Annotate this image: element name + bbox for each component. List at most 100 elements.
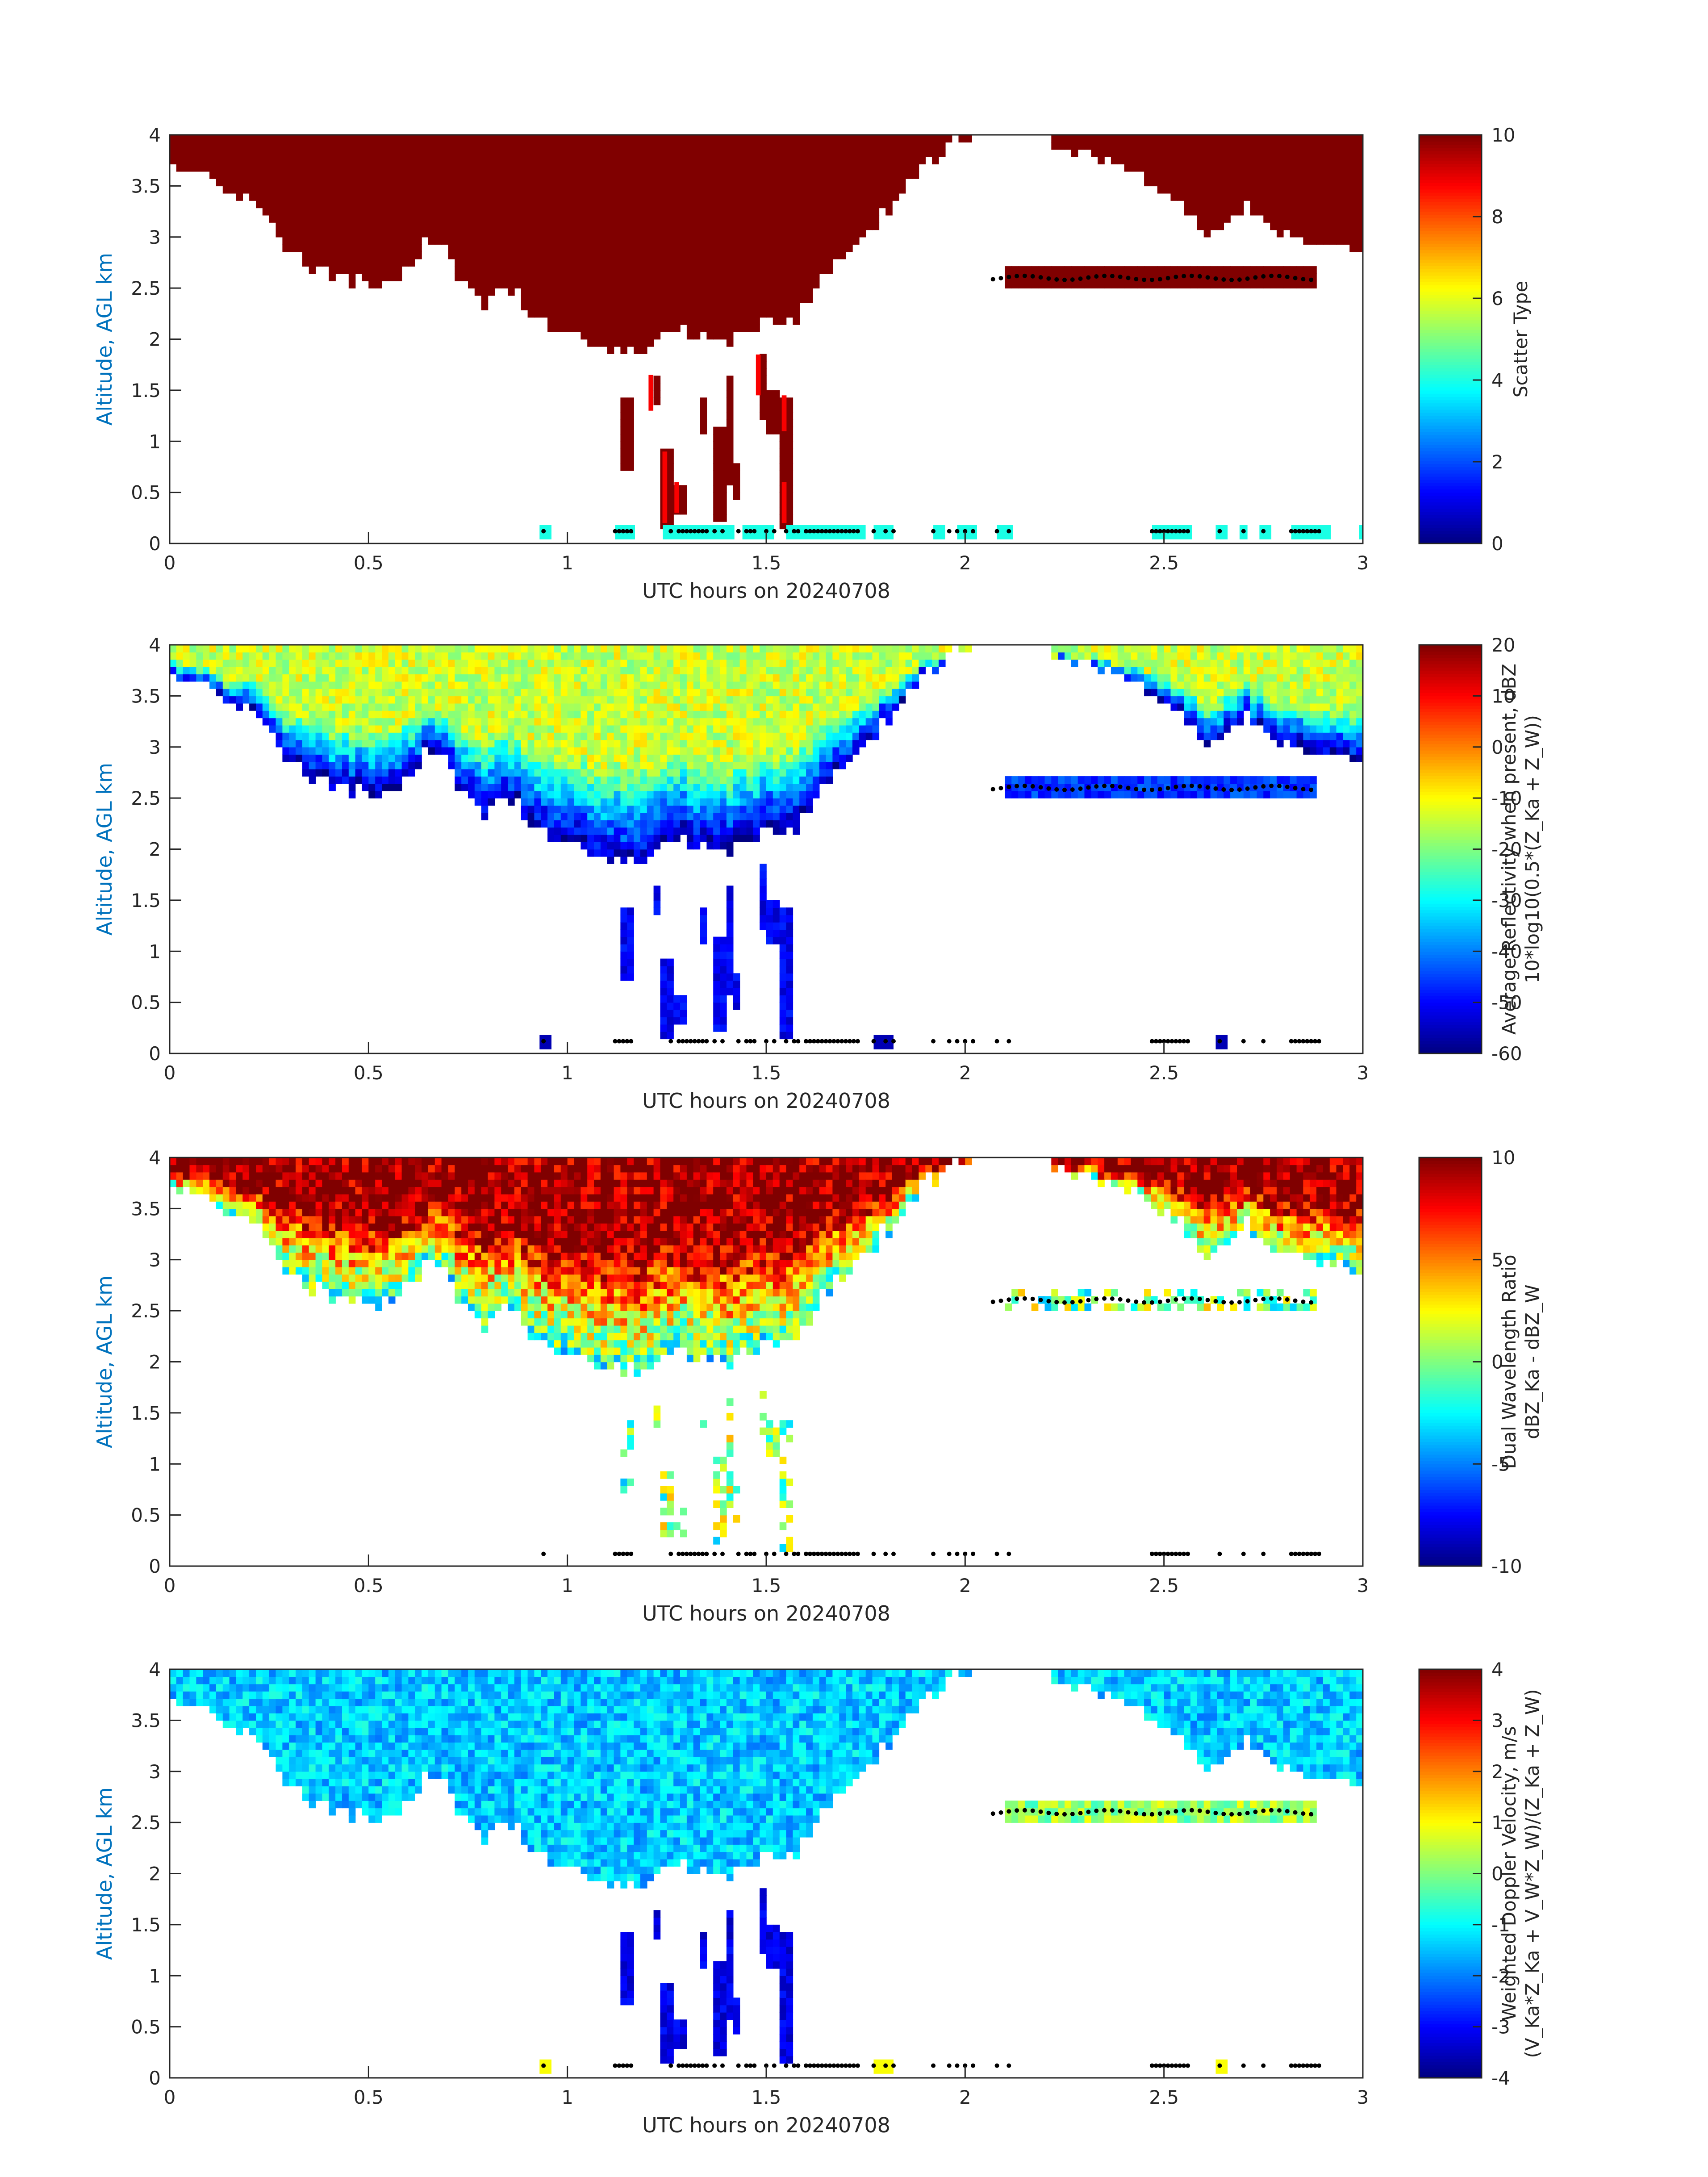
heatmap-cell [673,790,681,798]
heatmap-cell [554,732,561,740]
heatmap-cell [508,790,515,798]
heatmap-cell [634,317,641,325]
heatmap-cell [726,412,734,420]
heatmap-cell [647,193,654,201]
heatmap-cell [1144,266,1151,274]
heatmap-cell [574,834,581,842]
heatmap-cell [329,652,336,660]
heatmap-cell [574,266,581,274]
heatmap-cell [614,164,621,172]
colorbar-swatch [1419,339,1482,343]
heatmap-cell [1190,142,1198,150]
heatmap-cell [1349,179,1357,187]
surface-dot [677,529,681,534]
heatmap-cell [289,652,296,660]
surface-dot [811,529,816,534]
heatmap-cell [720,485,727,493]
heatmap-cell [1257,149,1264,157]
heatmap-cell [700,230,707,238]
heatmap-cell [527,237,535,245]
heatmap-cell [368,667,376,675]
heatmap-cell [726,302,734,310]
heatmap-cell [594,783,601,791]
heatmap-cell [892,171,899,179]
heatmap-cell [786,419,793,427]
heatmap-cell [693,273,701,281]
heatmap-cell [660,215,668,223]
heatmap-cell [667,827,674,835]
heatmap-cell [634,754,641,762]
heatmap-cell [580,244,588,252]
heatmap-cell [567,310,575,318]
y-axis-label: Altitude, AGL km [92,253,117,426]
colorbar-swatch [1419,486,1482,490]
heatmap-cell [276,718,283,726]
heatmap-cell [315,149,323,157]
heatmap-cell [481,230,489,238]
heatmap-cell [1316,142,1324,150]
heatmap-cell [567,295,575,303]
heatmap-cell [733,273,740,281]
heatmap-cell [461,703,468,711]
heatmap-cell [183,645,190,653]
heatmap-cell [720,448,727,456]
heatmap-cell [560,310,568,318]
heatmap-cell [1170,171,1178,179]
heatmap-cell [388,266,396,274]
heatmap-cell [660,958,668,966]
heatmap-cell [1277,230,1284,238]
heatmap-cell [362,725,369,733]
heatmap-cell [474,681,482,689]
heatmap-cell [673,689,681,697]
heatmap-cell [554,820,561,828]
heatmap-cell [1349,135,1357,143]
heatmap-cell [362,776,369,784]
heatmap-cell [488,259,495,267]
heatmap-cell [560,230,568,238]
heatmap-cell [541,703,548,711]
heatmap-cell [720,164,727,172]
heatmap-cell [534,790,541,798]
heatmap-cell [348,732,356,740]
heatmap-cell [567,164,575,172]
heatmap-cell [686,164,694,172]
heatmap-cell [634,237,641,245]
heatmap-cell [653,324,661,332]
heatmap-cell [276,149,283,157]
heatmap-cell [726,244,734,252]
heatmap-cell [733,310,740,318]
heatmap-cell [653,186,661,194]
heatmap-cell [680,171,687,179]
heatmap-cell [422,171,429,179]
heatmap-cell [209,157,217,165]
heatmap-cell [567,805,575,813]
heatmap-cell [189,674,197,682]
colorbar-swatch [1419,333,1482,337]
heatmap-cell [468,652,475,660]
heatmap-cell [501,251,508,259]
heatmap-cell [527,645,535,653]
heatmap-cell [793,171,800,179]
heatmap-cell [832,208,839,216]
heatmap-cell [627,965,634,974]
heatmap-cell [733,485,740,493]
heatmap-cell [554,834,561,842]
heatmap-cell [1356,157,1363,165]
heatmap-cell [176,135,184,143]
heatmap-cell [1144,142,1151,150]
heatmap-cell [567,215,575,223]
heatmap-cell [700,302,707,310]
heatmap-cell [262,710,270,719]
heatmap-cell [560,674,568,682]
heatmap-cell [521,798,528,806]
heatmap-cell [1250,186,1257,194]
heatmap-cell [567,171,575,179]
heatmap-cell [481,652,489,660]
heatmap-cell [793,179,800,187]
heatmap-cell [461,273,468,281]
surface-dot [621,529,626,534]
heatmap-cell [382,273,389,281]
heatmap-cell [739,208,747,216]
heatmap-cell [640,805,647,813]
heatmap-cell [1250,157,1257,165]
